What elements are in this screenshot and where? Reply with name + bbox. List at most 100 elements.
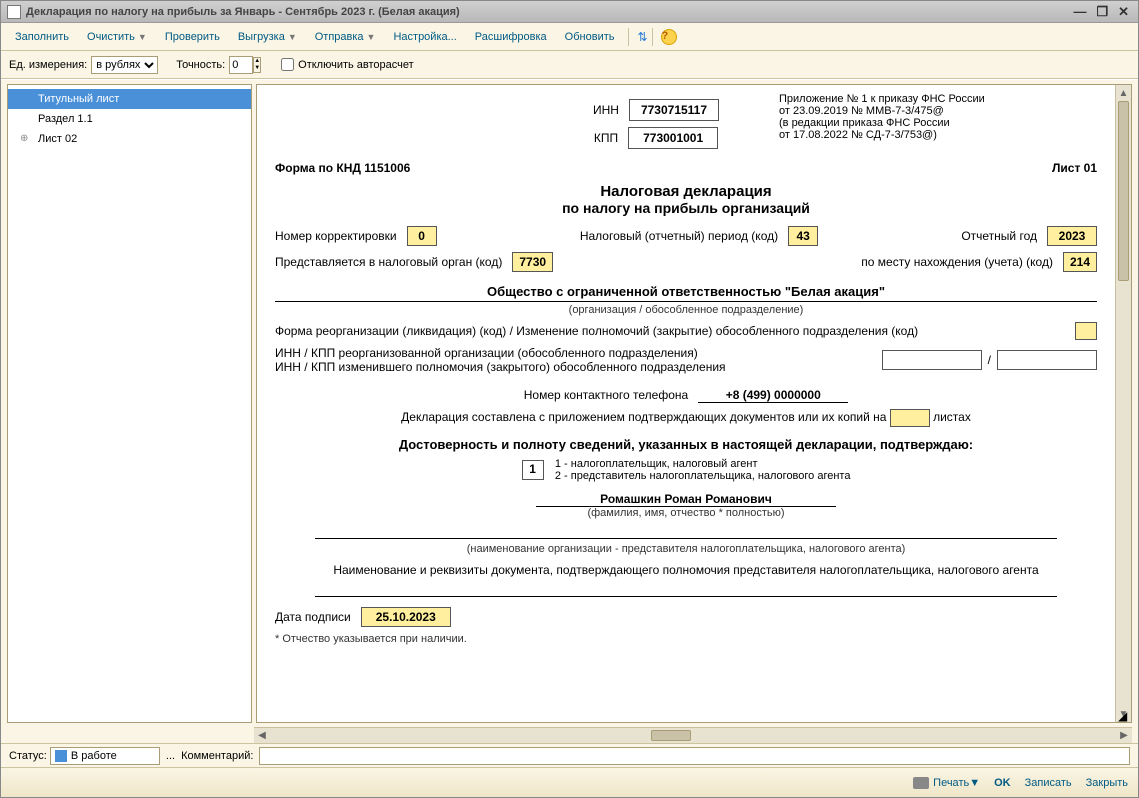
correction-label: Номер корректировки — [275, 229, 397, 243]
export-button[interactable]: Выгрузка▼ — [230, 28, 305, 46]
reorg-code-field[interactable] — [1075, 322, 1097, 340]
chevron-down-icon: ▼ — [969, 777, 980, 789]
kpp-field[interactable]: 773001001 — [628, 127, 718, 149]
save-button[interactable]: Записать — [1025, 777, 1072, 789]
location-field[interactable]: 214 — [1063, 252, 1097, 272]
phone-field[interactable]: +8 (499) 0000000 — [698, 388, 848, 403]
precision-label: Точность: — [176, 59, 225, 71]
send-button[interactable]: Отправка▼ — [307, 28, 384, 46]
representative-org-hint: (наименование организации - представител… — [275, 543, 1097, 555]
year-field[interactable]: 2023 — [1047, 226, 1097, 246]
maximize-button[interactable]: ❐ — [1093, 4, 1111, 20]
scroll-right-icon[interactable]: ▶ — [1116, 728, 1132, 743]
status-bar: Статус: В работе ... Комментарий: — [1, 743, 1138, 767]
minimize-button[interactable]: — — [1070, 4, 1089, 19]
titlebar: Декларация по налогу на прибыль за Январ… — [1, 1, 1138, 23]
disable-autocalc-checkbox[interactable] — [281, 58, 294, 71]
phone-label: Номер контактного телефона — [524, 388, 688, 402]
sheets-label-after: листах — [933, 410, 971, 424]
scroll-left-icon[interactable]: ◀ — [254, 728, 270, 743]
form-content: ИНН 7730715117 КПП 773001001 Приложение … — [257, 85, 1115, 722]
app-icon — [7, 5, 21, 19]
appendix-line-1: Приложение № 1 к приказу ФНС России — [779, 93, 1097, 105]
decode-button[interactable]: Расшифровка — [467, 28, 555, 46]
help-icon[interactable]: ? — [661, 29, 677, 45]
close-form-button[interactable]: Закрыть — [1086, 777, 1128, 789]
window-title: Декларация по налогу на прибыль за Январ… — [26, 6, 460, 18]
fio-field[interactable]: Ромашкин Роман Романович — [536, 492, 836, 507]
representative-org-line[interactable] — [315, 525, 1057, 539]
authority-field[interactable]: 7730 — [512, 252, 553, 272]
star-note: * Отчество указывается при наличии. — [275, 633, 1097, 645]
refresh-button[interactable]: Обновить — [557, 28, 623, 46]
period-field[interactable]: 43 — [788, 226, 818, 246]
sheets-count-field[interactable] — [890, 409, 930, 427]
print-button[interactable]: Печать▼ — [913, 777, 980, 789]
scroll-thumb[interactable] — [651, 730, 691, 741]
settings-button[interactable]: Настройка... — [385, 28, 464, 46]
authority-label: Представляется в налоговый орган (код) — [275, 255, 502, 269]
main-toolbar: Заполнить Очистить▼ Проверить Выгрузка▼ … — [1, 23, 1138, 51]
separator — [628, 28, 629, 46]
form-title-1: Налоговая декларация — [275, 183, 1097, 200]
reorg-inn-kpp-l2: ИНН / КПП изменившего полномочия (закрыт… — [275, 360, 726, 374]
sign-date-field[interactable]: 25.10.2023 — [361, 607, 451, 627]
appendix-line-4: от 17.08.2022 № СД-7-3/753@) — [779, 129, 1097, 141]
sheet-number: Лист 01 — [1052, 161, 1097, 175]
year-label: Отчетный год — [961, 229, 1037, 243]
reorg-inn-kpp-l1: ИНН / КПП реорганизованной организации (… — [275, 346, 726, 360]
inn-field[interactable]: 7730715117 — [629, 99, 719, 121]
status-value: В работе — [71, 750, 117, 762]
main-body: Титульный лист Раздел 1.1 Лист 02 ИНН 77… — [1, 79, 1138, 727]
chevron-down-icon: ▼ — [288, 32, 297, 42]
chevron-down-icon: ▼ — [138, 32, 147, 42]
units-label: Ед. измерения: — [9, 59, 87, 71]
reorg-inn-field[interactable] — [882, 350, 982, 370]
confirmer-code-field[interactable]: 1 — [522, 460, 544, 480]
document-name-line[interactable] — [315, 583, 1057, 597]
reorg-label: Форма реорганизации (ликвидация) (код) /… — [275, 324, 918, 338]
section-tree: Титульный лист Раздел 1.1 Лист 02 — [7, 84, 252, 723]
check-button[interactable]: Проверить — [157, 28, 228, 46]
vertical-scrollbar[interactable]: ▲ ▼ — [1115, 85, 1131, 722]
ok-button[interactable]: OK — [994, 777, 1011, 789]
comment-label: Комментарий: — [181, 750, 253, 762]
scroll-thumb[interactable] — [1118, 101, 1129, 281]
form-area: ИНН 7730715117 КПП 773001001 Приложение … — [256, 84, 1132, 723]
nav-item-title-page[interactable]: Титульный лист — [8, 89, 251, 109]
reorder-icon[interactable]: ⇅ — [637, 30, 647, 44]
options-bar: Ед. измерения: в рублях Точность: ▲▼ Отк… — [1, 51, 1138, 79]
status-more-button[interactable]: ... — [166, 750, 175, 762]
spinner-buttons[interactable]: ▲▼ — [253, 57, 261, 73]
correction-field[interactable]: 0 — [407, 226, 437, 246]
units-select[interactable]: в рублях — [91, 56, 158, 74]
precision-input[interactable] — [229, 56, 253, 74]
sheets-label-before: Декларация составлена с приложением подт… — [401, 410, 886, 424]
status-field[interactable]: В работе — [50, 747, 160, 765]
horizontal-scrollbar[interactable]: ◀ ▶ — [254, 727, 1132, 743]
printer-icon — [913, 777, 929, 789]
status-icon — [55, 750, 67, 762]
disable-autocalc-label: Отключить авторасчет — [298, 59, 414, 71]
form-title-2: по налогу на прибыль организаций — [275, 200, 1097, 216]
close-button[interactable]: ✕ — [1115, 4, 1132, 20]
nav-item-section-1-1[interactable]: Раздел 1.1 — [8, 109, 251, 129]
confidence-heading: Достоверность и полноту сведений, указан… — [275, 437, 1097, 452]
inn-kpp-separator: / — [988, 353, 991, 367]
document-name-hint: Наименование и реквизиты документа, подт… — [275, 563, 1097, 577]
app-window: Декларация по налогу на прибыль за Январ… — [0, 0, 1139, 798]
fill-button[interactable]: Заполнить — [7, 28, 77, 46]
footer-bar: Печать▼ OK Записать Закрыть — [1, 767, 1138, 797]
separator — [652, 28, 653, 46]
comment-field[interactable] — [259, 747, 1130, 765]
reorg-kpp-field[interactable] — [997, 350, 1097, 370]
organization-name: Общество с ограниченной ответственностью… — [275, 284, 1097, 299]
status-label: Статус: — [9, 750, 47, 762]
clear-button[interactable]: Очистить▼ — [79, 28, 155, 46]
organization-hint: (организация / обособленное подразделени… — [275, 304, 1097, 316]
inn-label: ИНН — [593, 103, 619, 117]
fio-hint: (фамилия, имя, отчество * полностью) — [275, 507, 1097, 519]
nav-item-sheet-02[interactable]: Лист 02 — [8, 129, 251, 149]
confirmer-option-2: 2 - представитель налогоплательщика, нал… — [555, 470, 851, 482]
scroll-up-icon[interactable]: ▲ — [1116, 85, 1131, 101]
